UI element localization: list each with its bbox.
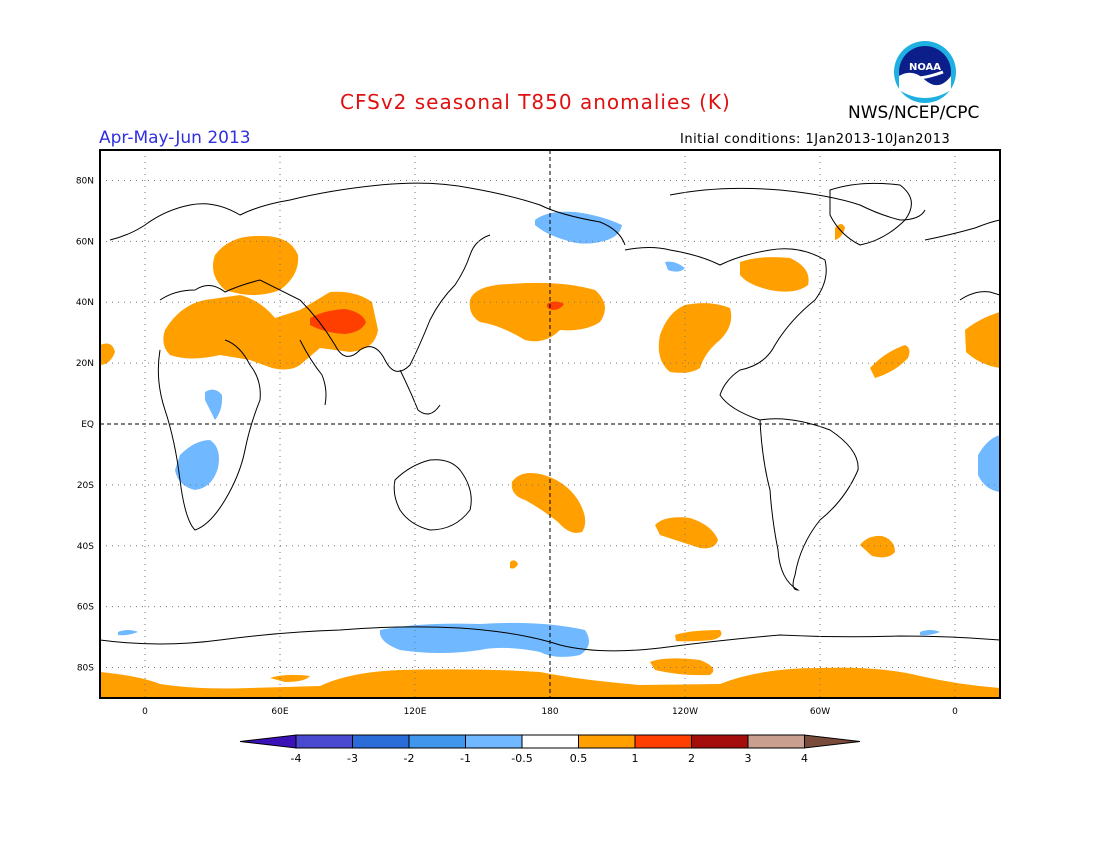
warm-anomaly-n-africa-mideast <box>163 291 378 370</box>
warm-anomaly-s-atlantic <box>860 535 895 558</box>
lat-label: 40S <box>77 542 94 552</box>
lat-label: 20S <box>77 481 94 491</box>
warm-anomaly-europe <box>212 235 299 295</box>
lon-label: 60E <box>271 707 288 717</box>
warm-anomaly-s-ocean-1 <box>675 630 722 642</box>
colorbar-label: 0.5 <box>570 752 588 765</box>
cool-anomaly-s-africa <box>175 440 219 490</box>
cool-anomaly-small-e <box>920 630 940 636</box>
colorbar-label: 4 <box>801 752 808 765</box>
warm-anomaly-n-pacific <box>469 282 605 342</box>
warm-anomaly-antarctica-small <box>270 674 310 682</box>
warm-anomaly-nz <box>510 560 518 569</box>
colorbar-arrow-high <box>804 734 861 749</box>
map-frame <box>99 149 1001 699</box>
warm-anomaly-atlantic <box>870 345 910 378</box>
cool-anomaly-bering <box>535 211 622 244</box>
colorbar-segment <box>691 734 749 749</box>
warm-anomaly-e-atlantic <box>965 312 1000 368</box>
lat-label: 20N <box>76 359 94 369</box>
warm-anomaly-s-pacific-2 <box>655 517 718 549</box>
colorbar-label: 2 <box>688 752 695 765</box>
colorbar-label: 1 <box>632 752 639 765</box>
colorbar-segment <box>352 734 410 749</box>
lon-label: 0 <box>142 707 148 717</box>
cool-anomaly-e-africa <box>205 389 223 420</box>
colorbar: -4 -3 -2 -1 -0.5 0.5 1 2 3 4 <box>239 734 861 765</box>
warm-anomaly-s-ocean-2 <box>650 658 714 676</box>
lat-label: 60N <box>76 237 94 247</box>
colorbar-segment <box>747 734 805 749</box>
cool-anomaly-s-america-e <box>978 435 1000 492</box>
initial-conditions-label: Initial conditions: 1Jan2013-10Jan2013 <box>680 132 951 147</box>
colorbar-label: 3 <box>745 752 752 765</box>
period-label: Apr-May-Jun 2013 <box>99 128 251 148</box>
coastlines <box>100 182 1000 652</box>
lat-label: 80N <box>76 176 94 186</box>
cool-anomaly-antarctic-shelf <box>379 622 589 657</box>
warm-anomaly-greenland <box>835 224 845 240</box>
lon-label: 60W <box>810 707 830 717</box>
warm-anomaly-w-africa <box>100 343 115 365</box>
colorbar-segment <box>295 734 353 749</box>
anomaly-shading <box>100 211 1000 698</box>
lon-label: 0 <box>952 707 958 717</box>
colorbar-label: -1 <box>460 752 471 765</box>
noaa-logo-text: NOAA <box>909 62 941 73</box>
colorbar-label: -4 <box>291 752 302 765</box>
colorbar-segment <box>465 734 523 749</box>
warm-anomaly-ne-north-america <box>740 257 809 292</box>
latitude-labels: 80N 60N 40N 20N EQ 20S 40S 60S 80S <box>76 176 94 673</box>
hot-anomaly-n-pacific <box>546 301 564 310</box>
colorbar-label: -2 <box>404 752 415 765</box>
noaa-logo: NOAA <box>894 41 956 103</box>
warm-anomaly-s-pacific-1 <box>511 473 586 533</box>
lon-label: 120W <box>672 707 698 717</box>
lon-label: 180 <box>541 707 558 717</box>
map-title: CFSv2 seasonal T850 anomalies (K) <box>340 90 731 114</box>
longitude-labels: 0 60E 120E 180 120W 60W 0 <box>142 707 958 717</box>
lat-label: 40N <box>76 298 94 308</box>
map-gridlines <box>100 150 1000 698</box>
lon-label: 120E <box>404 707 427 717</box>
colorbar-arrow-low <box>239 734 297 749</box>
colorbar-label: -0.5 <box>511 752 532 765</box>
colorbar-segment <box>578 734 636 749</box>
cool-anomaly-gulf-alaska <box>665 261 685 272</box>
colorbar-label: -3 <box>347 752 358 765</box>
agency-label: NWS/NCEP/CPC <box>848 103 980 123</box>
colorbar-segment <box>634 734 692 749</box>
colorbar-segment <box>521 734 579 749</box>
warm-anomaly-sw-north-america <box>658 303 732 373</box>
colorbar-segment <box>408 734 466 749</box>
cool-anomaly-small-w <box>118 630 138 636</box>
lat-label: 80S <box>77 664 94 674</box>
lat-label: EQ <box>81 420 94 430</box>
lat-label: 60S <box>77 603 94 613</box>
